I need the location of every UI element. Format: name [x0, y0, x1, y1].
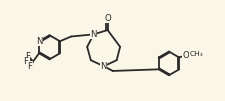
Text: CH₃: CH₃	[188, 51, 202, 57]
Text: F: F	[27, 62, 32, 71]
Text: O: O	[104, 14, 110, 23]
Text: O: O	[182, 51, 188, 60]
Text: F: F	[23, 57, 28, 66]
Text: N: N	[90, 30, 97, 39]
Text: N: N	[100, 62, 106, 71]
Text: F: F	[25, 52, 30, 61]
Text: N: N	[36, 37, 42, 46]
